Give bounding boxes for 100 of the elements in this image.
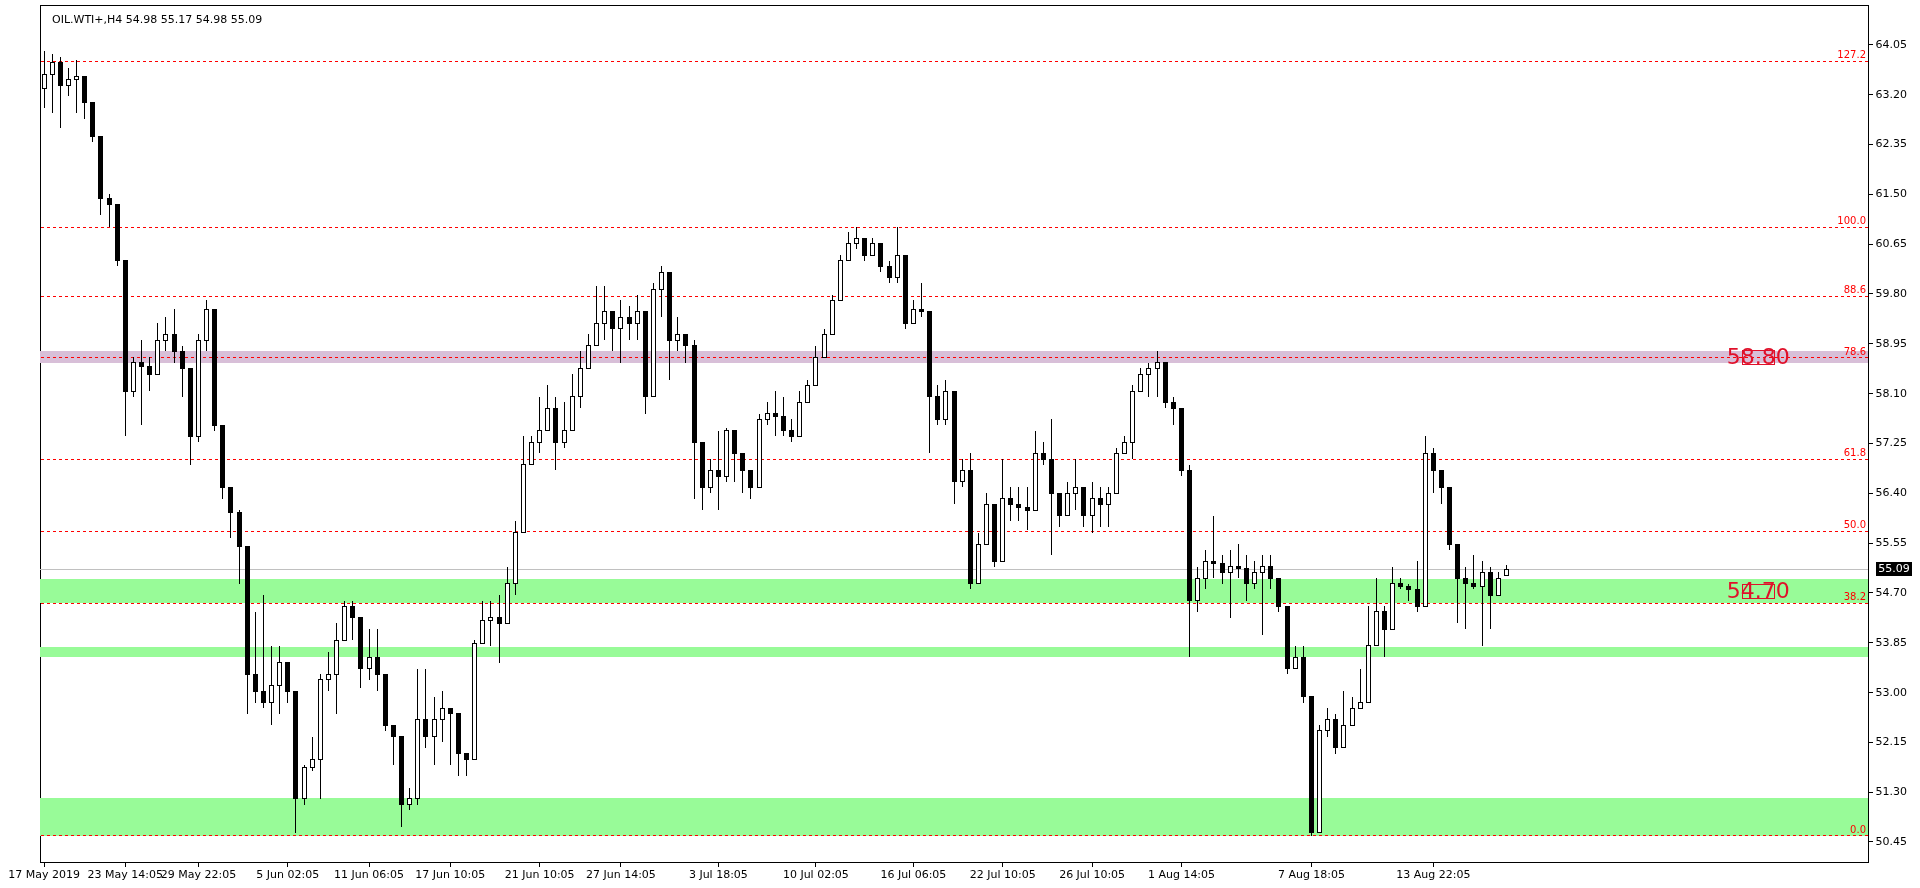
- candlestick: [179, 345, 185, 398]
- candlestick: [935, 384, 941, 426]
- candlestick: [772, 390, 778, 437]
- annotation: 78.6: [1843, 345, 1866, 357]
- candlestick: [1252, 560, 1258, 590]
- y-tick-label: 63.20: [1875, 87, 1907, 101]
- annotation: 38.2: [1843, 591, 1866, 603]
- candlestick: [878, 243, 884, 273]
- ref-line-label: 55.09: [1878, 562, 1910, 576]
- candlestick: [764, 401, 770, 426]
- candlestick: [49, 53, 55, 114]
- candlestick: [845, 231, 851, 262]
- candlestick: [65, 67, 71, 97]
- candlestick: [602, 285, 608, 341]
- x-tick-label: 11 Jun 06:05: [334, 867, 404, 881]
- candlestick: [407, 787, 413, 811]
- candlestick: [886, 260, 892, 284]
- candlestick: [260, 594, 266, 709]
- candlestick: [1154, 350, 1160, 398]
- candlestick: [732, 430, 738, 483]
- candlestick: [1065, 481, 1071, 517]
- annotation: 0.0: [1850, 823, 1866, 835]
- candlestick: [1495, 571, 1501, 596]
- candlestick: [683, 333, 689, 364]
- candlestick: [910, 299, 916, 324]
- x-tick-label: 16 Jul 06:05: [880, 867, 947, 881]
- candlestick: [1097, 486, 1103, 528]
- candlestick: [1040, 441, 1046, 466]
- candlestick: [1057, 492, 1063, 528]
- candlestick: [529, 435, 535, 466]
- candlestick: [1479, 560, 1485, 647]
- x-tick-label: 27 Jun 14:05: [585, 867, 656, 881]
- candlestick: [106, 193, 112, 228]
- candlestick: [1008, 486, 1014, 522]
- candlestick: [854, 226, 860, 250]
- candlestick: [1325, 707, 1331, 738]
- candlestick: [862, 237, 868, 262]
- x-tick-label: 7 Aug 18:05: [1277, 867, 1346, 881]
- x-tick-label: 5 Jun 02:05: [256, 867, 320, 881]
- candlestick: [1471, 554, 1477, 590]
- candlestick: [1235, 543, 1241, 579]
- y-tick-label: 50.45: [1875, 834, 1907, 848]
- y-tick-label: 53.85: [1875, 635, 1907, 649]
- candlestick: [634, 294, 640, 341]
- candlestick: [1105, 486, 1111, 528]
- candlestick: [1138, 367, 1144, 392]
- x-tick-label: 26 Jul 10:05: [1059, 867, 1126, 881]
- candlestick: [1203, 549, 1209, 590]
- candlestick: [496, 594, 502, 664]
- text: OIL.WTI+,H4 54.98 55.17 54.98 55.09: [52, 13, 263, 26]
- candlestick: [374, 628, 380, 692]
- y-tick-label: 57.25: [1875, 436, 1907, 450]
- y-tick-label: 52.15: [1875, 735, 1907, 749]
- candlestick: [1268, 554, 1274, 590]
- candlestick: [488, 600, 494, 647]
- candlestick: [163, 316, 169, 352]
- candlestick: [439, 690, 445, 743]
- candlestick: [1227, 549, 1233, 619]
- candlestick: [390, 724, 396, 766]
- candlestick: [618, 299, 624, 364]
- candlestick: [1414, 560, 1420, 613]
- y-tick-label: 64.05: [1875, 37, 1907, 51]
- candlestick: [1024, 486, 1030, 531]
- annotation: 88.6: [1843, 284, 1866, 296]
- candlestick: [1219, 554, 1225, 585]
- candlestick: [1487, 566, 1493, 630]
- x-tick-label: 29 May 22:05: [160, 867, 237, 881]
- y-tick-label: 59.80: [1875, 286, 1907, 300]
- candlestick: [894, 226, 900, 284]
- candlestick: [1170, 396, 1176, 426]
- candlestick: [1438, 469, 1444, 505]
- candlestick: [594, 285, 600, 347]
- y-tick-label: 61.50: [1875, 187, 1907, 201]
- x-tick-label: 1 Aug 14:05: [1147, 867, 1216, 881]
- candlestick: [675, 316, 681, 352]
- candlestick: [1406, 583, 1412, 602]
- candlestick: [1146, 362, 1152, 398]
- candlestick: [431, 696, 437, 766]
- candlestick: [464, 753, 470, 777]
- candlestick: [537, 396, 543, 454]
- candlestick: [545, 384, 551, 432]
- candlestick: [1341, 690, 1347, 749]
- candlestick: [1243, 554, 1249, 602]
- y-tick-label: 58.95: [1875, 336, 1907, 350]
- y-tick-label: 53.00: [1875, 685, 1907, 699]
- candlestick: [1430, 447, 1436, 494]
- candlestick: [269, 645, 275, 726]
- x-tick-label: 10 Jul 02:05: [782, 867, 849, 881]
- candlestick: [959, 458, 965, 488]
- candlestick: [780, 396, 786, 437]
- candlestick: [707, 458, 713, 494]
- y-tick-label: 62.35: [1875, 137, 1907, 151]
- candlestick: [748, 469, 754, 500]
- annotation: 100.0: [1837, 215, 1866, 227]
- annotation: 61.8: [1843, 447, 1866, 459]
- candlestick: [1349, 696, 1355, 726]
- annotation: 50.0: [1843, 519, 1866, 531]
- candlestick: [659, 265, 665, 318]
- candlestick: [1357, 668, 1363, 709]
- candlestick: [423, 668, 429, 749]
